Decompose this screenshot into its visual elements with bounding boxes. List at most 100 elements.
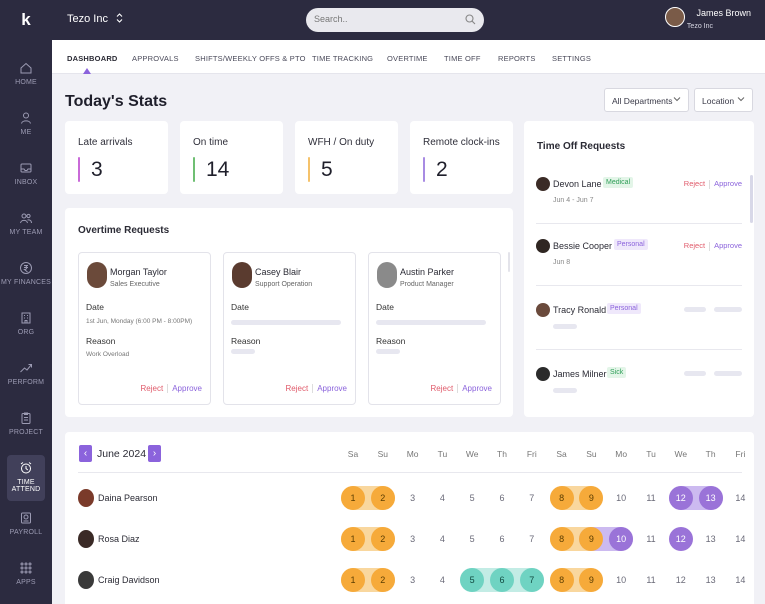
tab-reports[interactable]: REPORTS: [498, 54, 536, 63]
inbox-icon: [20, 163, 32, 173]
calendar-day-cell[interactable]: 10: [616, 575, 627, 585]
reject-button[interactable]: Reject: [140, 384, 164, 393]
tab-dashboard[interactable]: DASHBOARD: [67, 54, 118, 63]
calendar-day-cell[interactable]: 7: [529, 493, 535, 503]
tab-shifts-weekly-offs-pto[interactable]: SHIFTS/WEEKLY OFFS & PTO: [195, 54, 306, 63]
overtime-reason: Work Overload: [86, 351, 130, 358]
approve-button[interactable]: Approve: [714, 179, 742, 188]
org-switcher[interactable]: Tezo Inc: [67, 13, 124, 25]
calendar-day-cell[interactable]: 8: [549, 527, 574, 551]
approve-button[interactable]: Approve: [172, 384, 202, 393]
sidebar-item-apps[interactable]: APPS: [0, 555, 52, 601]
calendar-day-cell[interactable]: 11: [646, 575, 656, 585]
calendar-day-cell[interactable]: 12: [675, 575, 686, 585]
sidebar-item-my-finances[interactable]: MY FINANCES: [0, 255, 52, 301]
calendar-day-cell[interactable]: 12: [668, 486, 693, 510]
next-month-button[interactable]: ›: [148, 445, 161, 462]
calendar-day-cell[interactable]: 1: [341, 568, 365, 592]
tab-time-off[interactable]: TIME OFF: [444, 54, 481, 63]
calendar-header-divider: [78, 472, 742, 473]
calendar-day-cell[interactable]: 2: [370, 486, 395, 510]
reject-button[interactable]: Reject: [285, 384, 309, 393]
calendar-day-cell[interactable]: 5: [469, 493, 475, 503]
calendar-day-cell[interactable]: 14: [735, 493, 746, 503]
employee-name: Craig Davidson: [98, 575, 160, 585]
calendar-day-cell[interactable]: 11: [646, 493, 656, 503]
approve-button[interactable]: Approve: [462, 384, 492, 393]
tab-approvals[interactable]: APPROVALS: [132, 54, 179, 63]
calendar-day-cell[interactable]: 6: [490, 568, 514, 592]
calendar-day-cell[interactable]: 6: [499, 493, 505, 503]
calendar-day-cell[interactable]: 9: [579, 486, 604, 510]
calendar-day-cell[interactable]: 14: [735, 575, 746, 585]
calendar-day-cell[interactable]: 9: [579, 527, 604, 551]
location-select[interactable]: Location: [694, 88, 753, 112]
time-off-scrollbar[interactable]: [750, 175, 753, 223]
calendar-day-cell[interactable]: 3: [410, 534, 416, 544]
sidebar-item-perform[interactable]: PERFORM: [0, 355, 52, 401]
reject-button[interactable]: Reject: [430, 384, 454, 393]
calendar-day-cell[interactable]: 5: [460, 568, 485, 592]
calendar-day-cell[interactable]: 8: [549, 568, 574, 592]
sidebar-item-me[interactable]: ME: [0, 105, 52, 151]
calendar-day-cell[interactable]: 11: [646, 534, 656, 544]
sidebar-item-payroll[interactable]: PAYROLL: [0, 505, 52, 551]
sidebar-item-label: PERFORM: [7, 379, 45, 386]
calendar-day-cell[interactable]: 8: [549, 486, 574, 510]
calendar-day-cell[interactable]: 1: [341, 527, 365, 551]
tab-time-tracking[interactable]: TIME TRACKING: [312, 54, 374, 63]
overtime-date: 1st Jun, Monday (6:00 PM - 8:00PM): [86, 318, 193, 325]
placeholder-line: [376, 320, 486, 325]
sidebar-item-my-team[interactable]: MY TEAM: [0, 205, 52, 251]
calendar-day-cell[interactable]: 13: [705, 534, 716, 544]
search-input[interactable]: Search..: [306, 8, 484, 32]
app-logo[interactable]: k: [21, 10, 31, 29]
sidebar-item-time-attend[interactable]: TIME ATTEND: [7, 455, 45, 501]
requester-role: Support Operation: [255, 281, 313, 288]
calendar-day-cell[interactable]: 10: [616, 493, 627, 503]
department-select[interactable]: All Departments: [604, 88, 689, 112]
time-off-request: Bessie Cooper Personal Jun 8 Reject Approve: [536, 239, 742, 275]
reject-button[interactable]: Reject: [683, 179, 706, 188]
stat-value: 5: [321, 158, 333, 181]
user-menu[interactable]: James Brown Tezo Inc: [651, 6, 751, 34]
calendar-day-cell[interactable]: 2: [370, 568, 395, 592]
calendar-day-cell[interactable]: 1: [341, 486, 365, 510]
avatar: [536, 177, 550, 191]
calendar-day-cell[interactable]: 7: [529, 534, 535, 544]
calendar-day-cell[interactable]: 3: [410, 493, 416, 503]
sidebar-item-home[interactable]: HOME: [0, 55, 52, 101]
calendar-day-cell[interactable]: 13: [698, 486, 723, 510]
stat-color-bar: [308, 157, 310, 182]
team-icon: [20, 213, 32, 224]
stat-card: Late arrivals 3: [65, 121, 168, 194]
sidebar-item-inbox[interactable]: INBOX: [0, 155, 52, 201]
tab-settings[interactable]: SETTINGS: [552, 54, 592, 63]
calendar-day-cell[interactable]: 9: [579, 568, 604, 592]
requester-name: Bessie Cooper: [553, 241, 613, 251]
calendar-day-cell[interactable]: 10: [609, 527, 634, 551]
time-off-title: Time Off Requests: [537, 141, 626, 152]
trend-icon: [20, 364, 32, 373]
calendar-day-cell[interactable]: 7: [519, 568, 544, 592]
calendar-day-cell[interactable]: 5: [469, 534, 475, 544]
approve-button[interactable]: Approve: [317, 384, 347, 393]
calendar-day-cell[interactable]: 4: [439, 575, 445, 585]
reason-label: Reason: [376, 336, 406, 346]
calendar-day-cell[interactable]: 3: [410, 575, 416, 585]
tab-overtime[interactable]: OVERTIME: [387, 54, 428, 63]
calendar-day-cell[interactable]: 14: [735, 534, 746, 544]
calendar-day-cell[interactable]: 4: [439, 493, 445, 503]
sidebar-item-project[interactable]: PROJECT: [0, 405, 52, 451]
calendar-day-cell[interactable]: 12: [668, 527, 693, 551]
sidebar-item-org[interactable]: ORG: [0, 305, 52, 351]
reject-button[interactable]: Reject: [683, 241, 706, 250]
alarm-icon: [20, 462, 32, 474]
calendar-day-cell[interactable]: 6: [499, 534, 505, 544]
calendar-day-cell[interactable]: 2: [370, 527, 395, 551]
calendar-day-cell[interactable]: 13: [705, 575, 716, 585]
prev-month-button[interactable]: ‹: [79, 445, 92, 462]
approve-button[interactable]: Approve: [714, 241, 742, 250]
calendar-day-cell[interactable]: 4: [439, 534, 445, 544]
chevron-updown-icon: [116, 13, 123, 23]
